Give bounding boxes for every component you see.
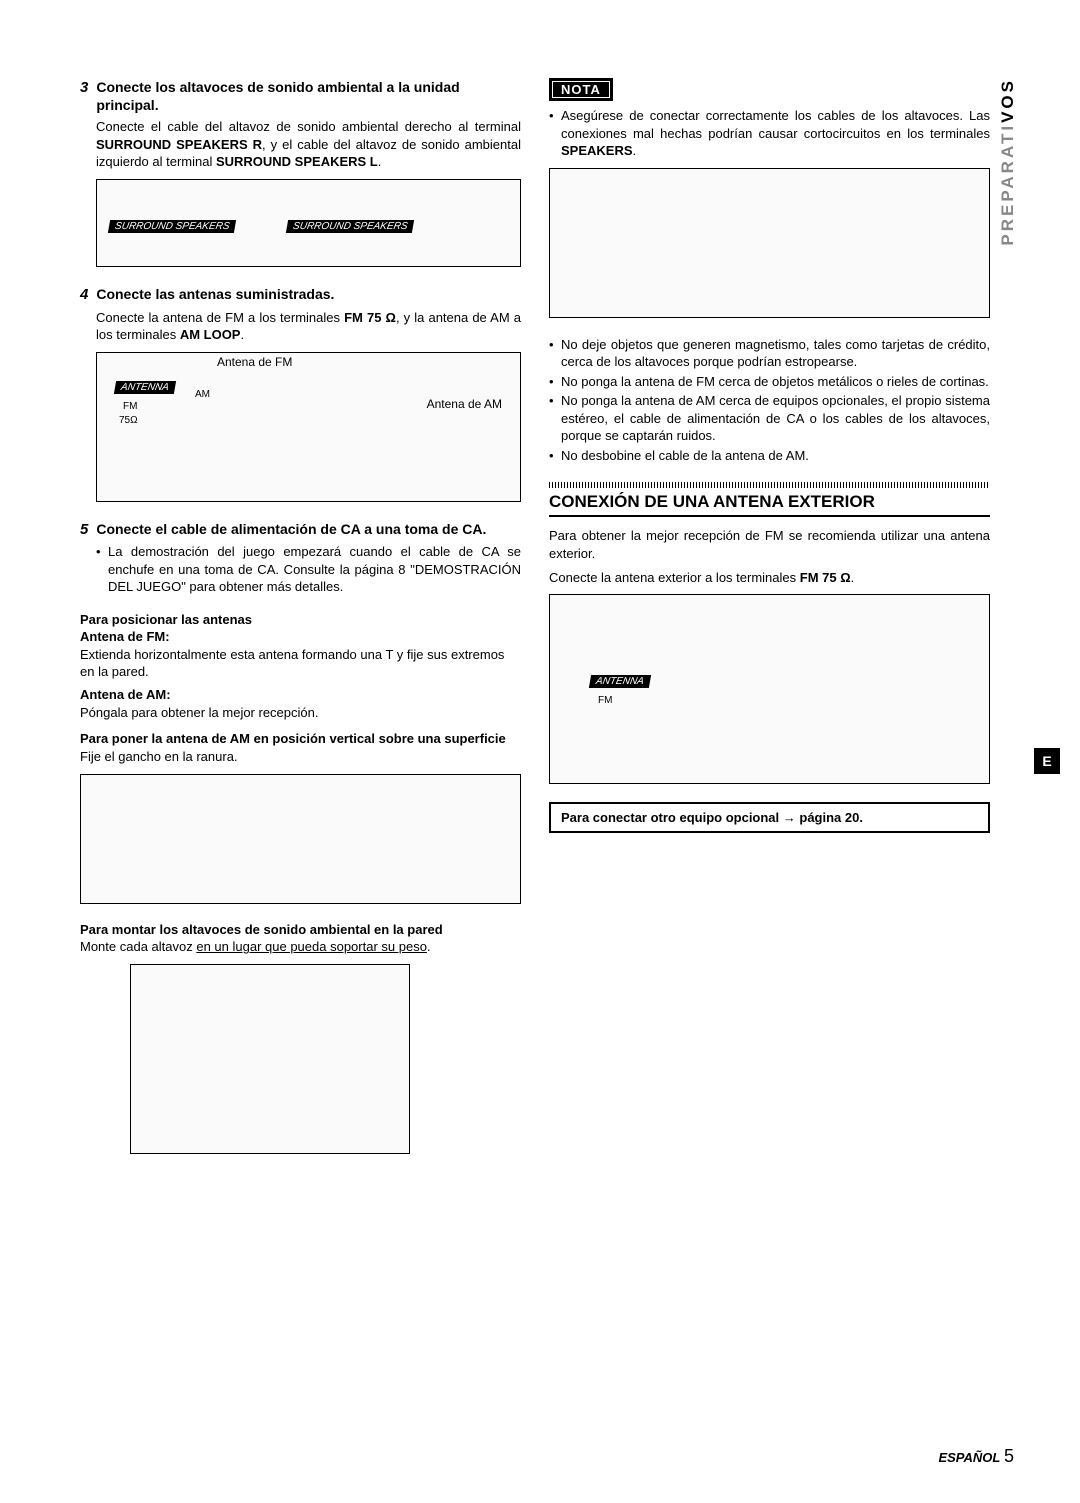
side-tab-black: VOS (998, 78, 1017, 123)
step4-title: Conecte las antenas suministradas. (96, 285, 334, 305)
step5-bullet-item: La demostración del juego empezará cuand… (96, 543, 521, 596)
warn-b1: No deje objetos que generen magnetismo, … (549, 336, 990, 371)
side-tab: PREPARATIVOS (998, 78, 1018, 246)
page-footer: ESPAÑOL 5 (938, 1446, 1014, 1467)
step3-body: Conecte el cable del altavoz de sonido a… (96, 118, 521, 171)
pos-head: Para posicionar las antenas (80, 612, 521, 629)
step3-figure: SURROUND SPEAKERS SURROUND SPEAKERS (96, 179, 521, 267)
step5-title: Conecte el cable de alimentación de CA a… (96, 520, 486, 540)
step5-number: 5 (80, 520, 88, 540)
step3-text-b: SURROUND SPEAKERS R (96, 137, 262, 152)
step4-text-b: FM 75 Ω (344, 310, 396, 325)
wall-head: Para montar los altavoces de sonido ambi… (80, 922, 521, 939)
fig4-cap-fm: Antena de FM (217, 355, 292, 369)
nota-badge: NOTA (549, 78, 613, 101)
wall-figure (130, 964, 410, 1154)
left-column: 3 Conecte los altavoces de sonido ambien… (80, 78, 521, 1172)
step3-number: 3 (80, 78, 88, 114)
section-divider (549, 482, 990, 488)
step3-text-d: SURROUND SPEAKERS L (216, 154, 378, 169)
step3-heading: 3 Conecte los altavoces de sonido ambien… (80, 78, 521, 114)
nota-b1-a: Asegúrese de conectar correctamente los … (561, 108, 990, 141)
step3-text-a: Conecte el cable del altavoz de sonido a… (96, 119, 521, 134)
side-tab-grey: PREPARATI (998, 123, 1017, 246)
pos-fm-body: Extienda horizontalmente esta antena for… (80, 646, 521, 681)
step3-title: Conecte los altavoces de sonido ambienta… (96, 78, 521, 114)
step5-heading: 5 Conecte el cable de alimentación de CA… (80, 520, 521, 540)
sec-body1: Para obtener la mejor recepción de FM se… (549, 527, 990, 562)
warn-b2: No ponga la antena de FM cerca de objeto… (549, 373, 990, 391)
ext-fig-label: ANTENNA (589, 675, 651, 688)
fig4-sub3: AM (195, 389, 210, 400)
step5-bullet-list: La demostración del juego empezará cuand… (96, 543, 521, 596)
page-content: 3 Conecte los altavoces de sonido ambien… (0, 0, 1080, 1212)
warn-b4: No desbobine el cable de la antena de AM… (549, 447, 990, 465)
sec-b2-c: . (851, 570, 855, 585)
sec-b2-a: Conecte la antena exterior a los termina… (549, 570, 800, 585)
step4-figure: Antena de FM Antena de AM ANTENNA FM 75Ω… (96, 352, 521, 502)
fig4-sub1: FM (123, 401, 137, 412)
step4-text-a: Conecte la antena de FM a los terminales (96, 310, 344, 325)
step4-number: 4 (80, 285, 88, 305)
section-title: CONEXIÓN DE UNA ANTENA EXTERIOR (549, 492, 990, 517)
sec-body2: Conecte la antena exterior a los termina… (549, 569, 990, 587)
nota-b1-c: . (633, 143, 637, 158)
step4-heading: 4 Conecte las antenas suministradas. (80, 285, 521, 305)
nota-bullet-1: Asegúrese de conectar correctamente los … (549, 107, 990, 160)
wall-text-a: Monte cada altavoz (80, 939, 196, 954)
wall-text-b: en un lugar que pueda soportar su peso (196, 939, 427, 954)
wall-text-c: . (427, 939, 431, 954)
fig4-label: ANTENNA (114, 381, 176, 394)
footer-lang: ESPAÑOL (938, 1450, 1000, 1465)
amvert-figure (80, 774, 521, 904)
fig3-label-a: SURROUND SPEAKERS (108, 220, 237, 233)
fig3-label-b: SURROUND SPEAKERS (286, 220, 415, 233)
wall-body: Monte cada altavoz en un lugar que pueda… (80, 938, 521, 956)
right-column: NOTA Asegúrese de conectar correctamente… (549, 78, 1020, 1172)
nota-b1-b: SPEAKERS (561, 143, 633, 158)
pos-fm-head: Antena de FM: (80, 629, 521, 646)
step4-text-e: . (240, 327, 244, 342)
sec-b2-b: FM 75 Ω (800, 570, 851, 585)
warning-bullets: No deje objetos que generen magnetismo, … (549, 336, 990, 465)
step4-body: Conecte la antena de FM a los terminales… (96, 309, 521, 344)
ext-fig-sub: FM (598, 695, 612, 706)
warn-b3: No ponga la antena de AM cerca de equipo… (549, 392, 990, 445)
step4-text-d: AM LOOP (180, 327, 241, 342)
footer-page: 5 (1004, 1446, 1014, 1466)
step3-text-e: . (378, 154, 382, 169)
boxed-note: Para conectar otro equipo opcional → pág… (549, 802, 990, 833)
amvert-head: Para poner la antena de AM en posición v… (80, 731, 521, 748)
amvert-body: Fije el gancho en la ranura. (80, 748, 521, 766)
fig4-sub2: 75Ω (119, 415, 138, 426)
exterior-antenna-figure: ANTENNA FM (549, 594, 990, 784)
language-indicator-box: E (1034, 748, 1060, 774)
fig4-cap-am: Antena de AM (427, 397, 502, 411)
pos-am-body: Póngala para obtener la mejor recepción. (80, 704, 521, 722)
pos-am-head: Antena de AM: (80, 687, 521, 704)
nota-bullets: Asegúrese de conectar correctamente los … (549, 107, 990, 160)
nota-figure (549, 168, 990, 318)
